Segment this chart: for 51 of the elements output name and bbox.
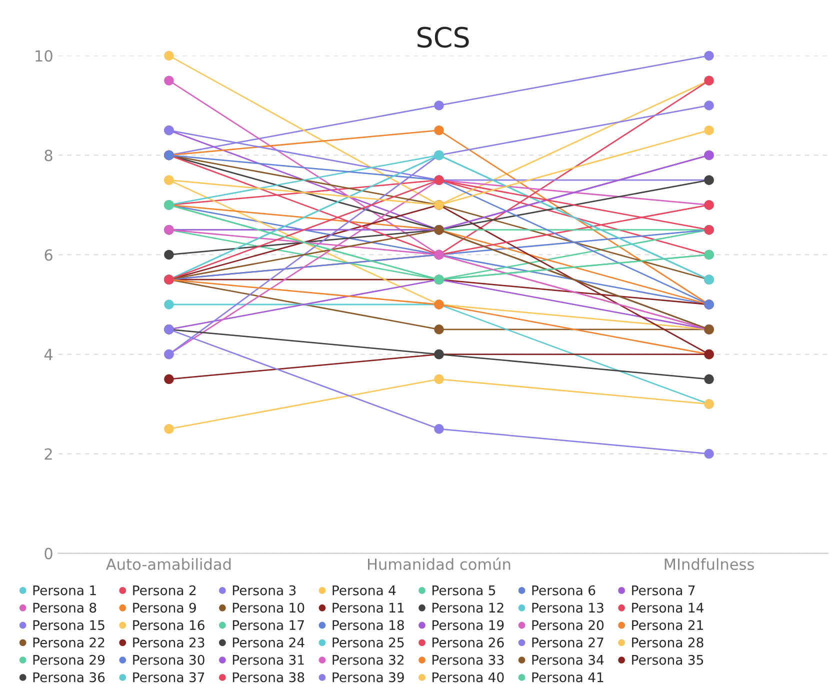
legend-label: Persona 3: [232, 585, 296, 596]
legend-label: Persona 24: [232, 637, 304, 648]
legend-label: Persona 8: [33, 602, 96, 613]
legend-label: Persona 29: [33, 654, 105, 665]
legend-label: Persona 27: [532, 637, 604, 648]
legend-label: Persona 40: [432, 672, 504, 682]
legend-label: Persona 9: [133, 602, 196, 613]
legend-label: Persona 38: [232, 672, 304, 682]
legend-label: Persona 15: [33, 620, 104, 630]
legend-label: Persona 4: [332, 586, 396, 596]
legend-label: Persona 18: [332, 620, 404, 630]
legend-label: Persona 33: [432, 654, 504, 665]
legend-label: Persona 12: [432, 602, 504, 613]
legend-label: Persona 39: [332, 672, 404, 682]
legend-label: Persona 17: [232, 620, 304, 630]
legend-label: Persona 28: [632, 637, 704, 648]
legend-label: Persona 16: [133, 620, 204, 630]
legend-label: Persona 30: [133, 654, 204, 665]
legend-label: Persona 26: [432, 637, 504, 648]
legend-label: Persona 11: [332, 602, 404, 613]
x-tick-label: MIndfulness: [664, 558, 754, 570]
y-tick-label: 6: [44, 249, 52, 261]
legend-label: Persona 31: [232, 654, 304, 665]
legend-label: Persona 5: [432, 586, 496, 596]
legend-label: Persona 10: [232, 602, 304, 613]
y-tick-label: 2: [44, 448, 52, 460]
legend-label: Persona 32: [332, 654, 404, 665]
legend-label: Persona 2: [133, 585, 196, 596]
y-tick-label: 4: [44, 348, 53, 360]
legend-label: Persona 21: [632, 620, 703, 630]
legend-label: Persona 20: [532, 620, 604, 630]
legend-label: Persona 23: [133, 637, 204, 648]
legend-label: Persona 25: [332, 637, 404, 648]
legend-label: Persona 41: [532, 672, 604, 682]
legend-label: Persona 34: [532, 654, 604, 665]
x-tick-label: Humanidad común: [368, 558, 510, 570]
legend-label: Persona 13: [532, 602, 604, 613]
legend-label: Persona 37: [133, 672, 204, 682]
legend-label: Persona 35: [632, 654, 704, 665]
y-tick-label: 8: [44, 150, 52, 162]
legend-label: Persona 22: [33, 637, 104, 648]
legend-label: Persona 6: [532, 585, 596, 596]
legend-label: Persona 36: [33, 672, 105, 682]
legend-label: Persona 19: [432, 620, 504, 630]
y-tick-label: 10: [36, 50, 52, 62]
legend-label: Persona 1: [33, 586, 96, 596]
x-tick-label: Auto-amabilidad: [106, 558, 231, 570]
legend-label: Persona 14: [632, 602, 704, 613]
chart-title: SCS: [418, 26, 469, 48]
y-tick-label: 0: [44, 548, 52, 560]
legend-label: Persona 7: [632, 586, 695, 596]
